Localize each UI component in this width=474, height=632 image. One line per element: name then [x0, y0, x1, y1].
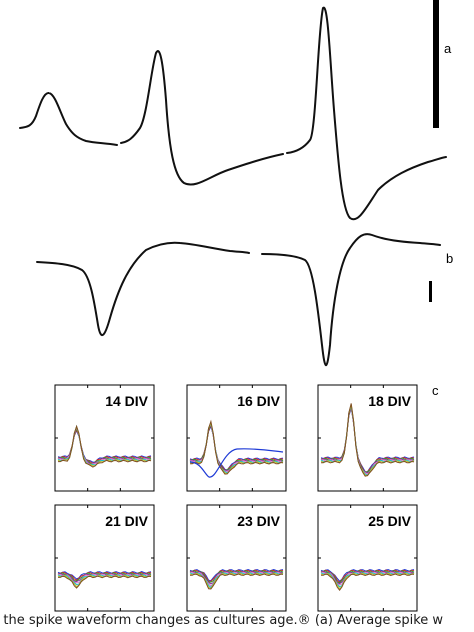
trace-line: [58, 424, 152, 468]
subplot-2: 16 DIV: [186, 384, 287, 492]
trace-line: [190, 419, 284, 475]
subplot-title: 23 DIV: [237, 513, 280, 529]
subplot-1: 14 DIV: [54, 384, 155, 492]
panel-label-b: b: [446, 251, 453, 266]
panel-b: [36, 233, 441, 367]
panel-label-a: a: [444, 41, 452, 56]
subplot-4: 21 DIV: [54, 504, 155, 612]
subplot-title: 18 DIV: [368, 393, 411, 409]
caption-text: g the spike waveform changes as cultures…: [0, 613, 444, 628]
waveform-a-2: [120, 50, 284, 186]
scale-bar-b: [429, 281, 432, 302]
subplot-title: 25 DIV: [368, 513, 411, 529]
subplot-frame: [54, 384, 155, 492]
trace-line: [190, 573, 284, 590]
subplot-frame: [317, 504, 418, 612]
waveform-b-2: [261, 233, 441, 367]
trace-line: [321, 573, 415, 592]
subplot-3: 18 DIV: [317, 384, 418, 492]
subplot-title: 21 DIV: [105, 513, 148, 529]
waveform-a-1: [19, 92, 118, 146]
panel-a: [19, 0, 447, 221]
subplot-title: 14 DIV: [105, 393, 148, 409]
panel-c: 14 DIV 16 DIV 18 DIV 21 DIV 23 DIV 25 DIV: [54, 384, 418, 612]
subplot-6: 25 DIV: [317, 504, 418, 612]
waveform-b-1: [36, 241, 250, 337]
panel-label-c: c: [432, 383, 439, 398]
subplot-frame: [54, 504, 155, 612]
subplot-frame: [186, 504, 287, 612]
figure-caption: g the spike waveform changes as cultures…: [0, 613, 474, 632]
subplot-5: 23 DIV: [186, 504, 287, 612]
scale-bar-a: [433, 0, 439, 128]
trace-line: [58, 575, 152, 589]
outlier-trace: [189, 448, 284, 478]
trace-line: [321, 403, 415, 477]
subplot-title: 16 DIV: [237, 393, 280, 409]
waveform-a-3: [286, 6, 447, 221]
